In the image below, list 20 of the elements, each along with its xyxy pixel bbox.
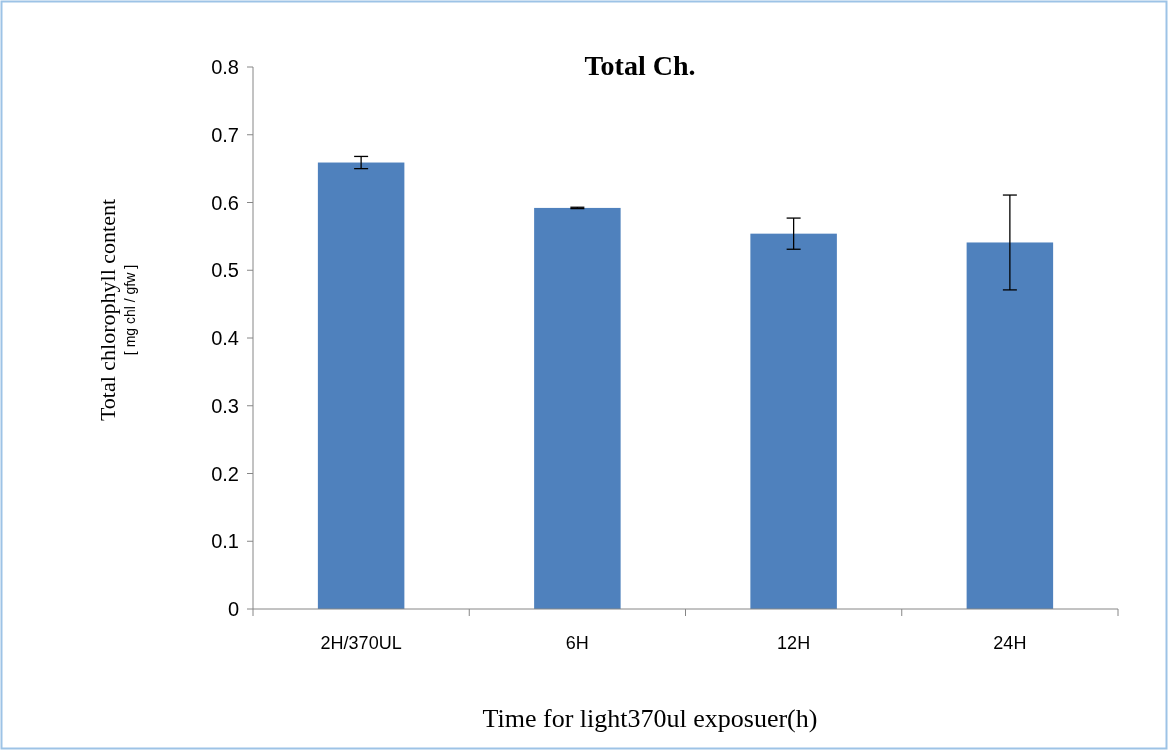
y-axis-title: Total chlorophyll content [ mg chl / gfw ] — [95, 198, 138, 422]
x-tick-label: 12H — [777, 633, 811, 653]
chart-title: Total Ch. — [584, 50, 696, 81]
y-tick-label: 0.3 — [211, 394, 239, 417]
y-tick-label: 0 — [227, 598, 239, 620]
y-tick-label: 0.2 — [211, 462, 239, 485]
y-tick-label: 0.8 — [211, 56, 239, 78]
x-tick-label: 2H/370UL — [320, 633, 402, 653]
x-tick-label: 24H — [993, 633, 1027, 653]
y-tick-label: 0.1 — [211, 530, 239, 553]
x-tick-label: 6H — [565, 633, 589, 653]
bar — [317, 162, 405, 609]
bar — [534, 207, 621, 609]
y-tick-label: 0.5 — [211, 259, 239, 282]
y-tick-label: 0.7 — [211, 123, 239, 146]
y-tick-label: 0.6 — [211, 191, 239, 214]
x-axis-title: Time for light370ul exposuer(h) — [482, 704, 818, 733]
bar — [750, 233, 837, 609]
y-tick-label: 0.4 — [211, 327, 239, 349]
bar — [966, 242, 1054, 609]
